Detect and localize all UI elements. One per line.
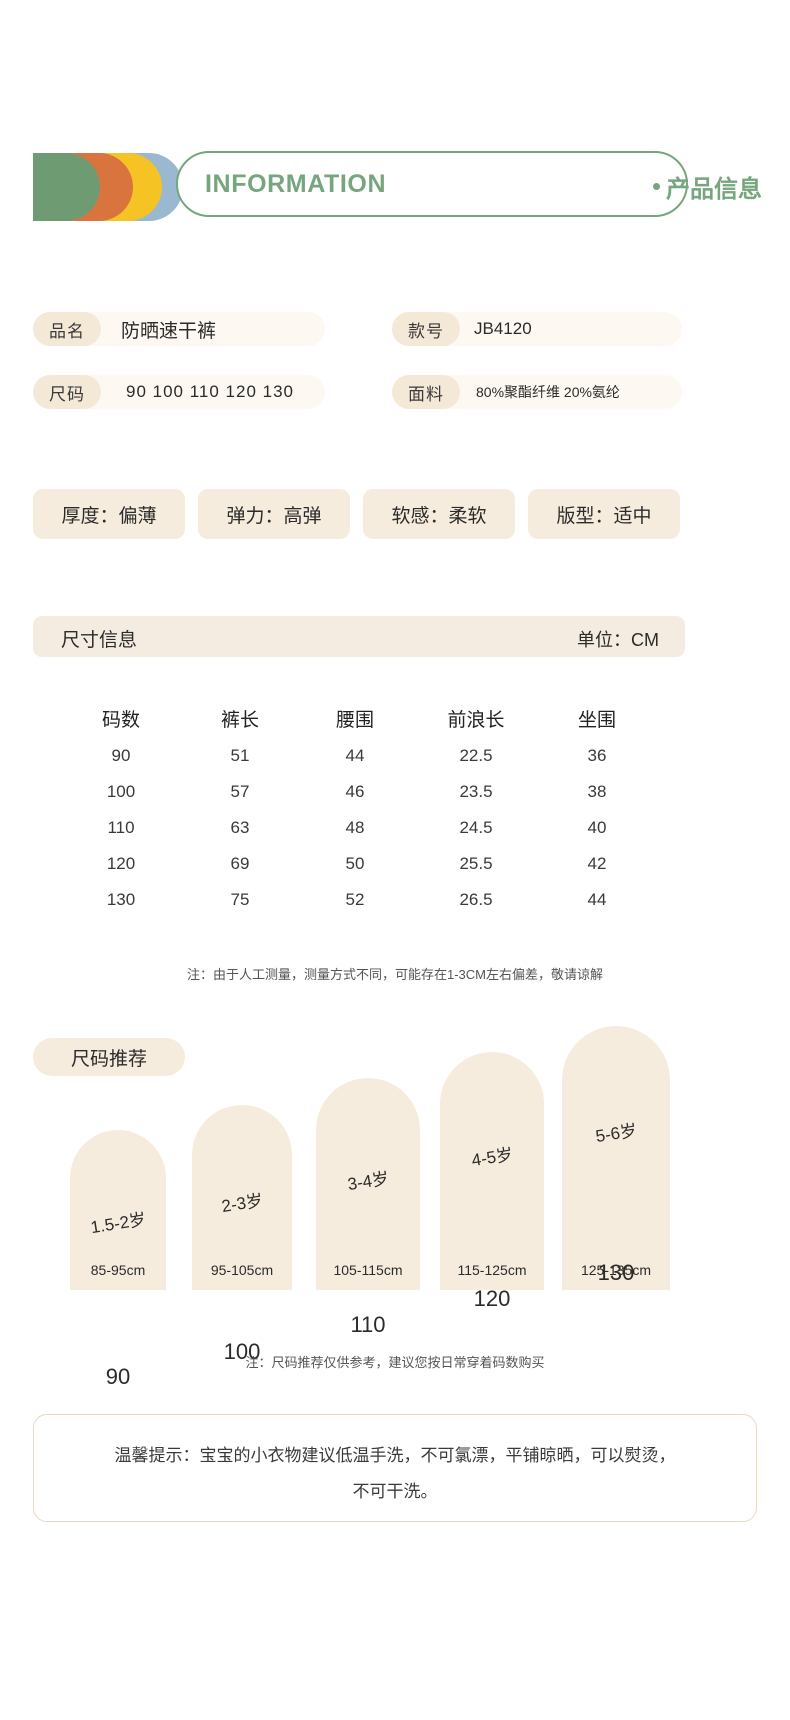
size-recommend-title: 尺码推荐 xyxy=(33,1038,185,1076)
field-value: 80%聚酯纤维 20%氨纶 xyxy=(476,384,620,400)
size-recommend-item: 2-3岁 95-105cm 100 xyxy=(192,1105,292,1364)
table-cell: 25.5 xyxy=(459,854,493,873)
column-header: 裤长 xyxy=(220,709,259,731)
column-header: 坐围 xyxy=(577,709,616,731)
table-cell: 22.5 xyxy=(459,746,493,765)
field-label: 品名 xyxy=(33,312,101,346)
size-info-title: 尺寸信息 xyxy=(61,630,138,651)
attribute-tag: 软感：柔软 xyxy=(363,489,515,539)
column-header: 前浪长 xyxy=(447,709,505,731)
size-recommend-item: 4-5岁 115-125cm 120 xyxy=(440,1052,544,1311)
table-cell: 120 xyxy=(106,854,136,873)
arch-size-label: 100 xyxy=(223,1339,261,1364)
field-value: JB4120 xyxy=(474,319,532,338)
table-cell: 23.5 xyxy=(459,782,493,801)
field-style-number: 款号 JB4120 xyxy=(392,312,682,346)
size-recommend-item: 3-4岁 105-115cm 110 xyxy=(316,1078,420,1337)
measurement-note: 注：由于人工测量，测量方式不同，可能存在1-3CM左右偏差，敬请谅解 xyxy=(186,967,603,982)
arch-height-label: 85-95cm xyxy=(90,1262,146,1278)
header-pill xyxy=(176,151,688,217)
table-cell: 57 xyxy=(230,782,250,801)
arch-shape xyxy=(192,1105,292,1290)
size-recommend-item: 1.5-2岁 85-95cm 90 xyxy=(70,1130,166,1389)
arch-shape xyxy=(70,1130,166,1290)
table-row: 130 75 52 26.5 44 xyxy=(62,882,662,918)
bullet-dot-icon xyxy=(653,183,660,190)
column-header: 腰围 xyxy=(335,709,374,731)
table-row: 120 69 50 25.5 42 xyxy=(62,846,662,882)
arch-height-label: 115-125cm xyxy=(457,1262,527,1278)
arch-shape xyxy=(440,1052,544,1290)
table-header-row: 码数 裤长 腰围 前浪长 坐围 xyxy=(62,698,662,738)
table-cell: 75 xyxy=(230,890,250,909)
table-cell: 44 xyxy=(345,746,365,765)
care-tips-line-2: 不可干洗。 xyxy=(352,1482,438,1501)
arch-size-label: 90 xyxy=(105,1364,131,1389)
size-recommend-chart: 1.5-2岁 85-95cm 90 2-3岁 95-105cm 100 3-4岁… xyxy=(0,1026,790,1389)
table-cell: 36 xyxy=(587,746,607,765)
field-product-name: 品名 防晒速干裤 xyxy=(33,312,325,346)
table-cell: 69 xyxy=(230,854,250,873)
table-cell: 51 xyxy=(230,746,250,765)
table-cell: 63 xyxy=(230,818,250,837)
header-chinese-title: 产品信息 xyxy=(653,169,762,204)
arch-height-label: 125-135cm xyxy=(580,1262,652,1278)
table-row: 110 63 48 24.5 40 xyxy=(62,810,662,846)
header-english-title: INFORMATION xyxy=(205,170,387,198)
table-cell: 100 xyxy=(106,782,136,801)
attribute-tag: 弹力：高弹 xyxy=(198,489,350,539)
size-info-bar: 尺寸信息 单位：CM xyxy=(33,616,685,657)
arch-shape xyxy=(562,1026,670,1290)
header-chinese-label: 产品信息 xyxy=(666,176,762,203)
arch-height-label: 95-105cm xyxy=(210,1262,274,1278)
table-cell: 42 xyxy=(587,854,607,873)
table-cell: 50 xyxy=(345,854,365,873)
care-tips-line-1: 温馨提示：宝宝的小衣物建议低温手洗，不可氯漂，平铺晾晒，可以熨烫， xyxy=(114,1446,676,1465)
field-label: 尺码 xyxy=(33,375,101,409)
measurement-table: 码数 裤长 腰围 前浪长 坐围 90 51 44 22.5 36 100 57 … xyxy=(62,698,662,918)
table-cell: 44 xyxy=(587,890,607,909)
page-header: INFORMATION 产品信息 xyxy=(0,150,790,228)
table-row: 100 57 46 23.5 38 xyxy=(62,774,662,810)
table-cell: 38 xyxy=(587,782,607,801)
size-info-unit: 单位：CM xyxy=(577,630,659,650)
table-cell: 90 xyxy=(111,746,131,765)
column-header: 码数 xyxy=(101,709,140,731)
arch-size-label: 110 xyxy=(350,1312,386,1337)
table-cell: 52 xyxy=(345,890,365,909)
field-fabric: 面料 80%聚酯纤维 20%氨纶 xyxy=(392,375,682,409)
arch-size-label: 130 xyxy=(597,1260,635,1285)
field-label: 面料 xyxy=(392,375,460,409)
field-label: 款号 xyxy=(392,312,460,346)
size-recommend-note: 注：尺码推荐仅供参考，建议您按日常穿着码数购买 xyxy=(245,1355,545,1370)
table-cell: 48 xyxy=(345,818,365,837)
field-value: 90 100 110 120 130 xyxy=(126,382,294,401)
field-sizes: 尺码 90 100 110 120 130 xyxy=(33,375,325,409)
arch-shape xyxy=(316,1078,420,1290)
attribute-tag: 版型：适中 xyxy=(528,489,680,539)
table-cell: 24.5 xyxy=(459,818,493,837)
brand-logo-icon xyxy=(33,153,183,221)
table-row: 90 51 44 22.5 36 xyxy=(62,738,662,774)
table-cell: 130 xyxy=(106,890,136,909)
size-recommend-item: 5-6岁 125-135cm 130 xyxy=(562,1026,670,1290)
table-cell: 40 xyxy=(587,818,607,837)
field-value: 防晒速干裤 xyxy=(121,320,217,342)
care-tips-box: 温馨提示：宝宝的小衣物建议低温手洗，不可氯漂，平铺晾晒，可以熨烫， 不可干洗。 xyxy=(33,1414,757,1522)
table-cell: 46 xyxy=(345,782,365,801)
arch-size-label: 120 xyxy=(473,1286,511,1311)
table-cell: 110 xyxy=(107,818,135,837)
attribute-tag: 厚度：偏薄 xyxy=(33,489,185,539)
arch-height-label: 105-115cm xyxy=(333,1262,403,1278)
table-cell: 26.5 xyxy=(459,890,493,909)
attribute-tag-list: 厚度：偏薄 弹力：高弹 软感：柔软 版型：适中 xyxy=(33,489,757,539)
